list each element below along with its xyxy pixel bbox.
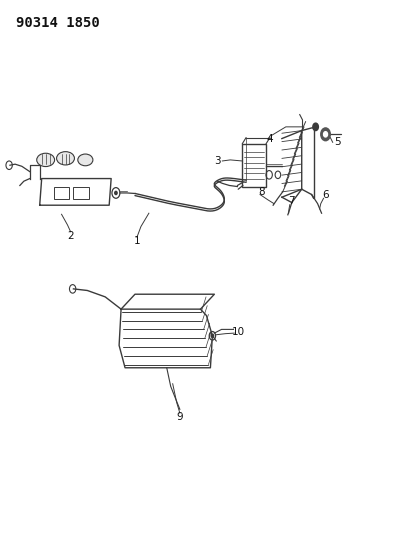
Circle shape	[324, 132, 328, 137]
Bar	[242, 144, 266, 187]
Text: 6: 6	[322, 190, 329, 199]
Text: 4: 4	[267, 134, 273, 143]
Text: 7: 7	[289, 197, 295, 206]
Text: 10: 10	[231, 327, 245, 336]
Text: 5: 5	[334, 138, 341, 147]
Text: 1: 1	[134, 236, 140, 246]
Circle shape	[115, 191, 117, 195]
Text: 2: 2	[67, 231, 74, 240]
Ellipse shape	[78, 154, 93, 166]
Text: 3: 3	[214, 156, 221, 166]
Text: 90314 1850: 90314 1850	[16, 16, 100, 30]
Ellipse shape	[37, 154, 55, 167]
Circle shape	[321, 128, 330, 141]
Text: 9: 9	[177, 412, 183, 422]
Circle shape	[211, 334, 214, 337]
Text: 8: 8	[259, 187, 265, 197]
Bar	[73, 187, 89, 199]
Bar	[54, 187, 69, 199]
Circle shape	[313, 123, 318, 131]
Ellipse shape	[57, 152, 75, 165]
